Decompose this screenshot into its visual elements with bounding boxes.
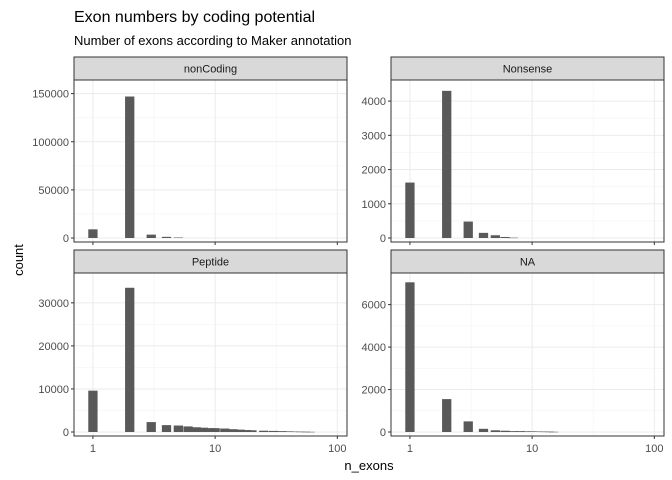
bar	[161, 425, 172, 432]
bar	[198, 427, 208, 432]
bar	[241, 430, 251, 432]
bar	[478, 232, 489, 238]
y-tick-label: 150000	[32, 89, 69, 101]
bar	[508, 431, 518, 432]
bar	[500, 236, 510, 238]
y-tick-label: 0	[63, 233, 69, 245]
panel-background	[74, 80, 347, 242]
bar	[405, 282, 415, 432]
y-tick-label: 50000	[38, 185, 69, 197]
bar	[276, 431, 287, 432]
bar	[549, 431, 559, 433]
bar	[305, 431, 315, 433]
bar	[204, 428, 215, 432]
y-tick-label: 6000	[362, 300, 386, 312]
y-tick-label: 0	[380, 233, 386, 245]
bar	[268, 430, 279, 432]
x-tick-label: 1	[407, 443, 413, 455]
y-tick-label: 10000	[38, 384, 69, 396]
y-tick-label: 20000	[38, 341, 69, 353]
bar	[210, 428, 220, 432]
bar	[463, 221, 473, 238]
facet-strip-label: Nonsense	[503, 64, 553, 76]
bar	[247, 430, 257, 432]
bar	[88, 390, 98, 432]
facet-strip-label: nonCoding	[184, 64, 237, 76]
y-axis-title: count	[11, 244, 26, 276]
bar	[191, 427, 201, 432]
bar	[173, 425, 183, 432]
facet-noncoding: nonCoding 0 50000 100000 150000	[32, 56, 348, 245]
bar	[500, 430, 510, 432]
y-tick-label: 3000	[362, 130, 386, 142]
y-tick-label: 100000	[32, 137, 69, 149]
y-tick-label: 2000	[362, 165, 386, 177]
bar	[125, 96, 135, 238]
bar	[235, 429, 245, 432]
y-tick-label: 0	[380, 427, 386, 439]
y-tick-label: 30000	[38, 298, 69, 310]
facet-nonsense: Nonsense 0 1000 2000 3000 4000	[362, 56, 665, 245]
x-tick-label: 1	[90, 443, 96, 455]
bar	[284, 431, 294, 432]
facet-strip-label: NA	[520, 257, 536, 269]
panel-border	[73, 79, 348, 243]
bar	[290, 431, 300, 433]
bar	[173, 237, 183, 239]
bar	[161, 236, 172, 238]
bar	[146, 422, 156, 432]
y-tick-label: 4000	[362, 96, 386, 108]
bar	[88, 229, 98, 238]
panel-background	[391, 80, 664, 242]
bar	[527, 431, 537, 432]
bar	[490, 235, 500, 238]
bar	[490, 430, 500, 432]
chart-title: Exon numbers by coding potential	[74, 9, 315, 26]
panel-background	[391, 273, 664, 436]
bar	[228, 429, 238, 432]
bar	[508, 237, 518, 239]
facet-strip-label: Peptide	[192, 257, 229, 269]
bar	[146, 234, 156, 238]
x-tick-label: 100	[645, 443, 663, 455]
x-tick-label: 100	[328, 443, 346, 455]
y-tick-label: 0	[63, 427, 69, 439]
bar	[442, 399, 452, 432]
facet-peptide: Peptide 0 10000 20000 30000 1 10 100	[38, 249, 348, 455]
bar	[442, 90, 452, 238]
bar	[478, 428, 489, 432]
bar	[220, 428, 230, 432]
bar	[405, 182, 415, 238]
bar	[259, 430, 269, 432]
x-axis-title: n_exons	[344, 458, 394, 473]
bar	[521, 431, 532, 432]
panel-border	[390, 79, 665, 243]
panel-background	[74, 273, 347, 436]
y-tick-label: 2000	[362, 385, 386, 397]
facet-panels: nonCoding050000100000150000Nonsense01000…	[32, 56, 665, 455]
y-tick-label: 1000	[362, 199, 386, 211]
facet-na: NA 0 2000 4000 6000 1 10 100	[362, 249, 665, 455]
chart-subtitle: Number of exons according to Maker annot…	[74, 33, 352, 48]
y-tick-label: 4000	[362, 342, 386, 354]
x-tick-label: 10	[209, 443, 221, 455]
panel-border	[73, 272, 348, 437]
bar	[125, 287, 135, 432]
bar	[295, 431, 306, 433]
x-tick-label: 10	[526, 443, 538, 455]
bar	[515, 431, 525, 432]
bar	[183, 426, 193, 432]
bar	[463, 421, 473, 432]
panel-border	[390, 272, 665, 437]
